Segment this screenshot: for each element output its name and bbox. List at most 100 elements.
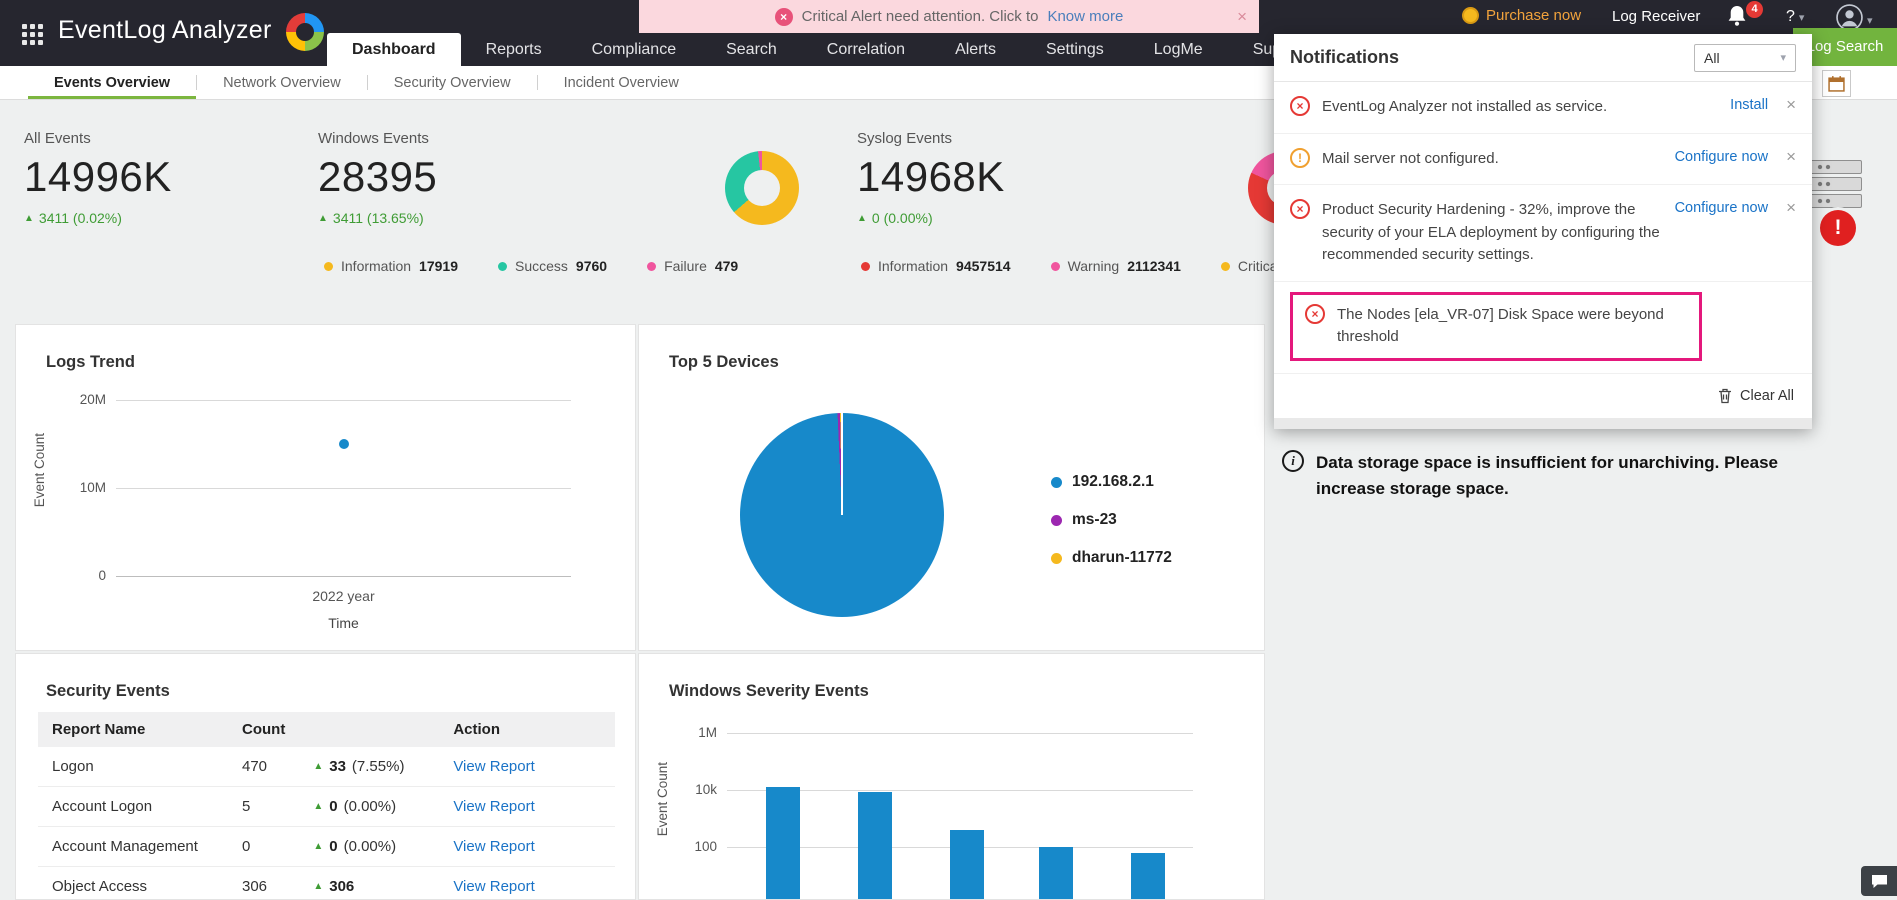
notification-text: Product Security Hardening - 32%, improv… <box>1322 201 1660 263</box>
node-status-icon[interactable]: ! <box>1810 160 1866 246</box>
brand-swirl-icon <box>286 13 324 51</box>
nav-tab-logme[interactable]: LogMe <box>1153 41 1203 58</box>
notifications-title: Notifications <box>1290 47 1400 67</box>
stat-value: 14968K <box>857 153 1005 200</box>
y-tick: 1M <box>698 725 717 740</box>
help-label: ? <box>1786 8 1795 25</box>
notifications-bell-icon[interactable] <box>1727 5 1747 31</box>
legend-item: dharun-11772 <box>1051 549 1172 567</box>
nav-tab-reports[interactable]: Reports <box>485 41 542 58</box>
calendar-icon <box>1828 76 1845 92</box>
data-point <box>338 439 349 450</box>
gridline <box>727 790 1193 791</box>
notification-count-badge: 4 <box>1746 1 1763 18</box>
close-icon[interactable]: × <box>1786 198 1796 217</box>
configure-now-link[interactable]: Configure now <box>1674 148 1769 165</box>
gridline <box>116 488 571 489</box>
legend-dot <box>324 261 333 271</box>
chevron-down-icon: ▾ <box>1867 14 1873 27</box>
up-arrow-icon: ▲ <box>857 212 867 224</box>
error-icon: × <box>1290 96 1310 116</box>
column-header: Report Name <box>38 712 228 747</box>
legend-dot <box>1051 476 1062 488</box>
notification-item-highlighted: × The Nodes [ela_VR-07] Disk Space were … <box>1274 282 1812 374</box>
purchase-now-button[interactable]: Purchase now <box>1462 7 1581 24</box>
stat-label: Syslog Events <box>857 130 953 147</box>
know-more-link[interactable]: Know more <box>1047 8 1124 25</box>
view-report-link[interactable]: View Report <box>453 878 535 895</box>
avatar-icon <box>1836 4 1863 36</box>
pie-legend: 192.168.2.1 ms-23 dharun-11772 <box>1051 473 1172 567</box>
nav-tab-dashboard[interactable]: Dashboard <box>327 33 461 66</box>
nav-tab-search[interactable]: Search <box>726 41 777 58</box>
subnav-tab-incident-overview[interactable]: Incident Overview <box>563 74 679 91</box>
subnav-tab-network-overview[interactable]: Network Overview <box>223 74 341 91</box>
user-menu[interactable]: ▾ <box>1836 4 1873 36</box>
configure-now-link[interactable]: Configure now <box>1674 200 1769 216</box>
stat-delta: ▲ 3411 (0.02%) <box>24 210 122 226</box>
card-title: Top 5 Devices <box>669 353 779 371</box>
log-receiver-link[interactable]: Log Receiver <box>1612 8 1701 25</box>
y-tick: 10k <box>695 782 717 797</box>
severity-bar <box>950 829 984 899</box>
panel-bottom-strip <box>1274 417 1812 429</box>
top-devices-pie-chart <box>740 413 944 617</box>
subnav-divider <box>196 75 198 90</box>
notification-item: ! Mail server not configured. Configure … <box>1274 134 1812 185</box>
up-arrow-icon: ▲ <box>24 212 34 224</box>
up-arrow-icon: ▲ <box>313 881 324 892</box>
nav-tab-correlation[interactable]: Correlation <box>826 41 906 58</box>
view-report-link[interactable]: View Report <box>453 798 535 815</box>
pie-slice-divider <box>841 413 843 515</box>
chat-icon <box>1871 874 1887 888</box>
highlight-box: × The Nodes [ela_VR-07] Disk Space were … <box>1290 291 1702 361</box>
up-arrow-icon: ▲ <box>313 841 324 852</box>
view-report-link[interactable]: View Report <box>453 758 535 775</box>
info-icon: i <box>1282 450 1304 472</box>
help-menu[interactable]: ? ▾ <box>1786 8 1804 26</box>
subnav-tab-events-overview[interactable]: Events Overview <box>28 66 196 99</box>
up-arrow-icon: ▲ <box>313 761 324 772</box>
legend-item: Information 17919 <box>324 258 458 274</box>
clear-all-button[interactable]: Clear All <box>1718 388 1794 404</box>
close-icon[interactable]: × <box>1786 95 1796 114</box>
y-tick: 100 <box>694 839 717 854</box>
chevron-down-icon: ▾ <box>1780 52 1786 64</box>
table-row: Logon 470 ▲ 33 (7.55%) View Report <box>38 747 615 787</box>
notifications-header: Notifications All ▾ <box>1274 34 1812 82</box>
storage-warning: i Data storage space is insufficient for… <box>1282 450 1848 503</box>
table-header-row: Report Name Count Action <box>38 712 615 747</box>
view-report-link[interactable]: View Report <box>453 838 535 855</box>
logs-trend-chart: 20M 10M 0 2022 year Time <box>80 392 571 631</box>
chat-button[interactable] <box>1861 866 1897 896</box>
server-icon <box>1810 160 1862 174</box>
nav-tab-alerts[interactable]: Alerts <box>955 41 996 58</box>
nav-tab-settings[interactable]: Settings <box>1045 41 1104 58</box>
table-row: Account Management 0 ▲ 0 (0.00%) View Repo… <box>38 826 615 867</box>
notifications-panel: Notifications All ▾ × EventLog Analyzer … <box>1274 34 1812 429</box>
legend-item: Failure 479 <box>647 258 738 274</box>
stat-delta: ▲ 3411 (13.65%) <box>318 210 424 226</box>
storage-warning-text: Data storage space is insufficient for u… <box>1316 453 1778 499</box>
legend-item: 192.168.2.1 <box>1051 473 1172 491</box>
card-title: Windows Severity Events <box>669 682 869 700</box>
close-icon[interactable]: × <box>1786 146 1796 166</box>
alert-close-icon[interactable]: × <box>1237 6 1247 26</box>
nav-tab-compliance[interactable]: Compliance <box>591 41 677 58</box>
notification-item: × Product Security Hardening - 32%, impr… <box>1274 185 1812 282</box>
calendar-button[interactable] <box>1822 70 1851 97</box>
install-link[interactable]: Install <box>1730 97 1769 113</box>
logs-trend-card: Logs Trend Event Count 20M 10M 0 2022 ye… <box>15 324 636 651</box>
x-axis-line <box>116 576 571 577</box>
column-header: Count <box>228 712 300 747</box>
purchase-now-label: Purchase now <box>1486 7 1582 24</box>
notifications-filter-select[interactable]: All ▾ <box>1694 43 1796 72</box>
x-axis-label: Time <box>328 615 359 631</box>
app-grid-icon[interactable] <box>22 24 43 45</box>
subnav-tab-security-overview[interactable]: Security Overview <box>393 74 511 91</box>
security-events-table: Report Name Count Action Logon 470 ▲ 33 (7… <box>38 712 615 899</box>
windows-events-donut-chart <box>725 151 799 225</box>
y-tick: 10M <box>79 480 106 495</box>
severity-bar <box>766 786 800 899</box>
subnav-divider <box>366 75 368 90</box>
